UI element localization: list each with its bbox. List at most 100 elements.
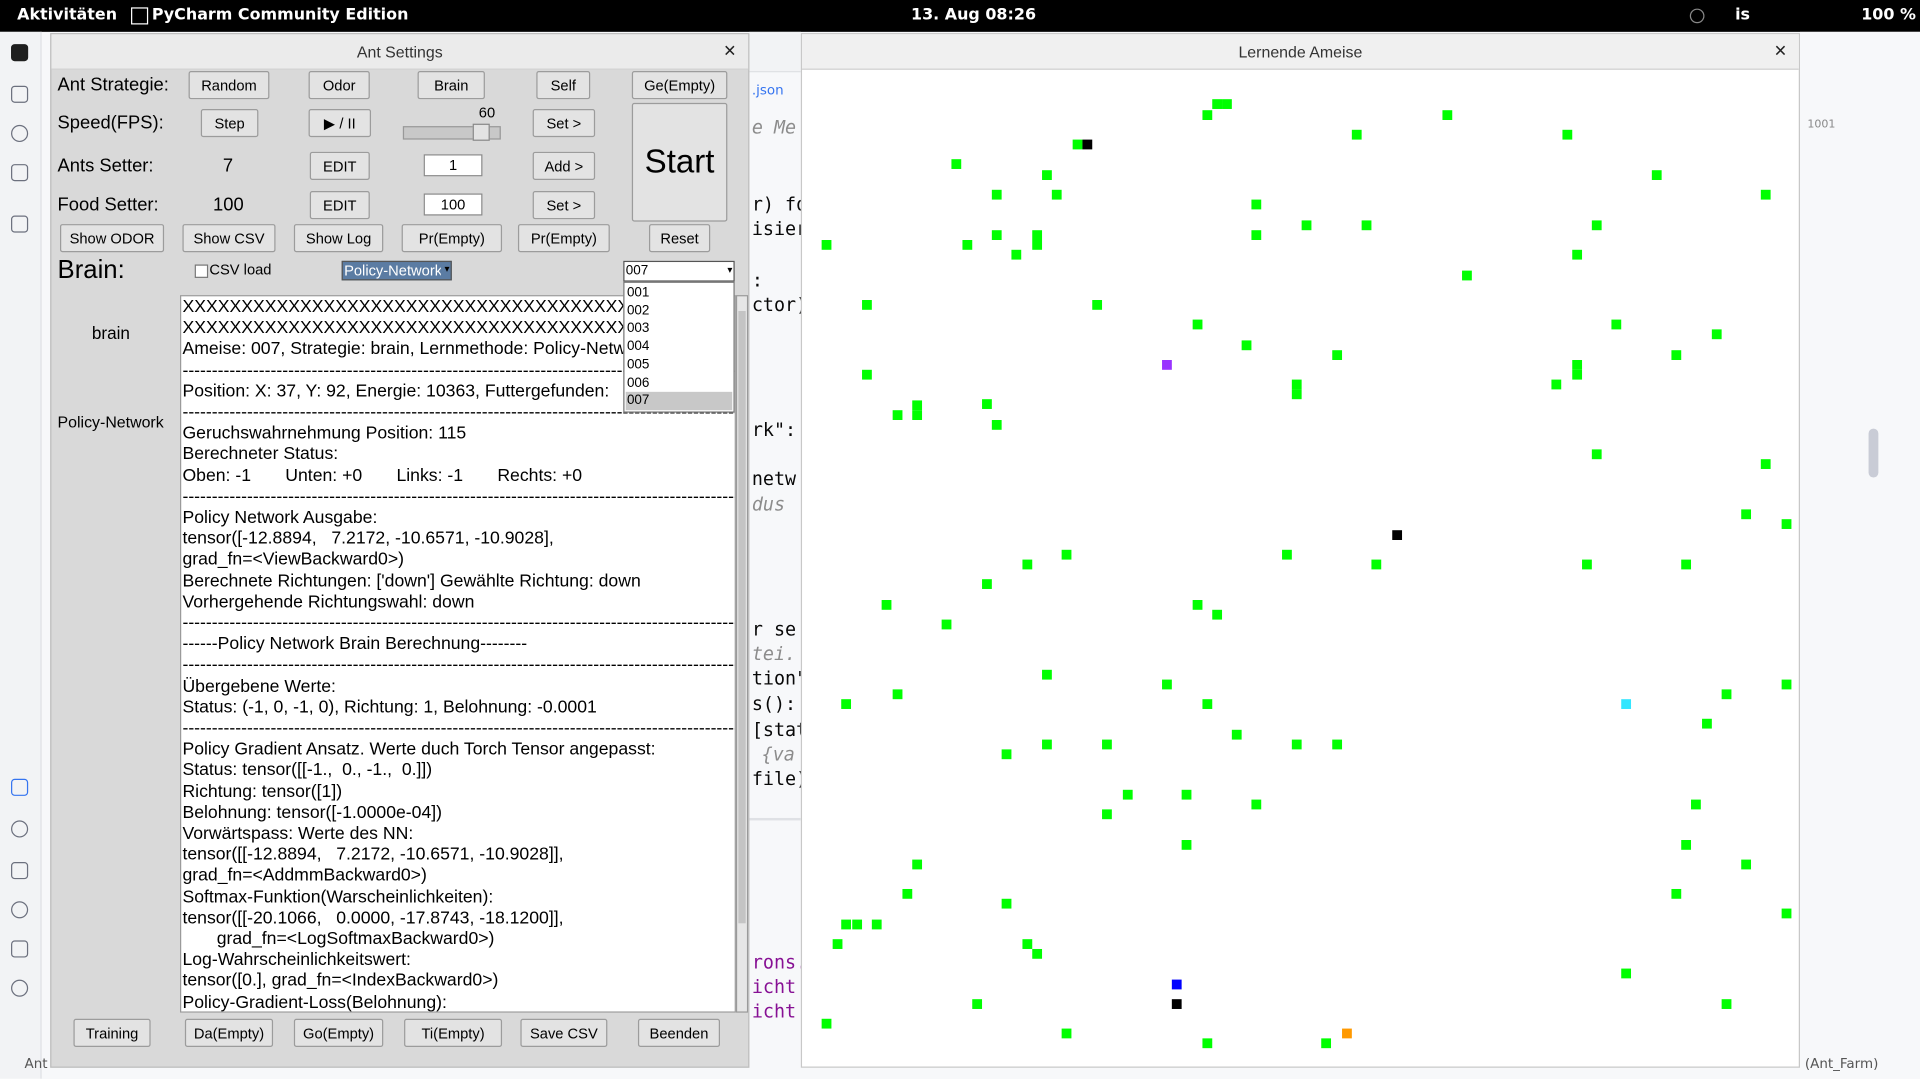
activities[interactable]: Aktivitäten bbox=[17, 6, 118, 25]
food bbox=[1202, 110, 1213, 121]
slider-value: 60 bbox=[478, 104, 496, 122]
button[interactable]: Odor bbox=[308, 71, 370, 100]
button[interactable]: Set > bbox=[532, 191, 596, 220]
settings-window: Ant Settings × Ant Strategie: Random Odo… bbox=[50, 33, 750, 1068]
button[interactable]: Pr(Empty) bbox=[517, 224, 610, 253]
button[interactable]: Da(Empty) bbox=[184, 1018, 274, 1047]
button[interactable]: Set > bbox=[532, 108, 596, 138]
food bbox=[1611, 319, 1622, 330]
close-button[interactable]: × bbox=[1774, 39, 1787, 63]
button[interactable]: Ge(Empty) bbox=[631, 71, 728, 100]
ide-logo bbox=[11, 44, 29, 62]
button[interactable]: Ti(Empty) bbox=[404, 1018, 503, 1047]
food bbox=[1212, 609, 1223, 620]
food bbox=[1181, 840, 1192, 850]
list-option[interactable]: 005 bbox=[626, 357, 650, 372]
python-icon[interactable] bbox=[11, 820, 29, 838]
food bbox=[1332, 739, 1343, 750]
project-icon[interactable] bbox=[11, 85, 29, 103]
button[interactable]: Training bbox=[73, 1018, 151, 1047]
list-option[interactable]: 003 bbox=[626, 321, 650, 336]
food bbox=[1361, 220, 1372, 231]
log-line: Log-Wahrscheinlichkeitswert: bbox=[182, 950, 411, 971]
food bbox=[1562, 129, 1573, 140]
problems-icon[interactable] bbox=[11, 979, 29, 997]
food bbox=[1072, 139, 1083, 150]
list-option[interactable]: 002 bbox=[626, 303, 650, 318]
log-line: ----------------------------------------… bbox=[182, 402, 736, 423]
ant-listbox[interactable]: 001 002 003 004 005 006 007 bbox=[623, 281, 735, 413]
terminal-icon[interactable] bbox=[11, 940, 29, 958]
food bbox=[982, 579, 992, 589]
button[interactable]: Brain bbox=[417, 71, 485, 100]
button[interactable]: Go(Empty) bbox=[293, 1018, 384, 1047]
structure-icon[interactable] bbox=[11, 215, 29, 233]
list-option[interactable]: 007 bbox=[625, 392, 733, 411]
button[interactable]: Step bbox=[200, 108, 259, 138]
log-line: Berechneter Status: bbox=[182, 444, 339, 465]
food bbox=[1681, 840, 1692, 850]
brain-label: Brain: bbox=[57, 255, 125, 285]
ant-field bbox=[821, 99, 1792, 1049]
button[interactable]: Save CSV bbox=[520, 1018, 608, 1047]
packages-icon[interactable] bbox=[11, 862, 29, 880]
keyboard-layout[interactable]: is bbox=[1735, 6, 1751, 25]
label: Speed(FPS): bbox=[57, 112, 164, 134]
button[interactable]: EDIT bbox=[309, 151, 370, 181]
button[interactable]: Reset bbox=[648, 224, 711, 253]
commit-icon[interactable] bbox=[11, 124, 29, 143]
code-fragment: [stat bbox=[751, 718, 808, 741]
run-icon[interactable] bbox=[11, 778, 29, 796]
battery[interactable]: 100 % bbox=[1861, 6, 1916, 25]
food bbox=[1691, 799, 1701, 810]
title-bar: Ant Settings × bbox=[51, 34, 749, 70]
food bbox=[991, 230, 1002, 241]
log-line: ----------------------------------------… bbox=[182, 655, 736, 676]
list-option[interactable]: 001 bbox=[626, 285, 650, 301]
network-select[interactable]: Policy-Network ▾ bbox=[341, 260, 452, 281]
button[interactable]: Random bbox=[188, 71, 270, 100]
button[interactable]: Add > bbox=[532, 151, 596, 181]
food bbox=[1591, 449, 1602, 460]
checkbox[interactable] bbox=[194, 264, 209, 278]
button[interactable]: Pr(Empty) bbox=[401, 224, 503, 253]
slider-handle[interactable] bbox=[472, 123, 490, 141]
food bbox=[1192, 600, 1203, 610]
button[interactable]: Self bbox=[536, 71, 591, 100]
log-area[interactable]: XXXXXXXXXXXXXXXXXXXXXXXXXXXXXXXXXXXXXXXX… bbox=[180, 295, 736, 1013]
text-input[interactable]: 100 bbox=[423, 193, 483, 216]
button[interactable]: Beenden bbox=[637, 1018, 721, 1047]
select-value: Policy-Network bbox=[344, 262, 441, 280]
clock[interactable]: 13. Aug 08:26 bbox=[911, 6, 1037, 25]
button[interactable]: ▶ / II bbox=[308, 108, 372, 138]
food bbox=[1032, 948, 1043, 959]
text-input[interactable]: 1 bbox=[423, 154, 483, 177]
services-icon[interactable] bbox=[11, 901, 29, 919]
food bbox=[1671, 350, 1682, 361]
scrollbar[interactable] bbox=[735, 295, 749, 1013]
button[interactable]: Show CSV bbox=[182, 224, 276, 253]
list-option[interactable]: 004 bbox=[626, 339, 650, 354]
food bbox=[1001, 749, 1012, 760]
button[interactable]: EDIT bbox=[309, 191, 370, 220]
list-option[interactable]: 006 bbox=[626, 375, 650, 391]
code-fragment: tei. bbox=[751, 642, 797, 665]
scroll-thumb[interactable] bbox=[738, 311, 746, 924]
food bbox=[912, 859, 923, 870]
app-name[interactable]: PyCharm Community Edition bbox=[151, 6, 409, 25]
label: Ants Setter: bbox=[57, 155, 154, 177]
close-button[interactable]: × bbox=[723, 39, 736, 63]
food bbox=[1332, 350, 1343, 361]
start-button[interactable]: Start bbox=[631, 102, 728, 222]
button[interactable]: Show Log bbox=[293, 224, 384, 253]
ant-select[interactable]: 007 ▾ bbox=[623, 260, 735, 282]
code-fragment: rk": bbox=[751, 418, 797, 441]
vcs-icon[interactable] bbox=[11, 164, 29, 182]
food bbox=[1251, 799, 1262, 810]
code-fragment: r) fo bbox=[751, 193, 808, 216]
button[interactable]: Show ODOR bbox=[60, 224, 165, 253]
window-title: Ant Settings bbox=[356, 42, 443, 62]
food bbox=[841, 699, 852, 709]
